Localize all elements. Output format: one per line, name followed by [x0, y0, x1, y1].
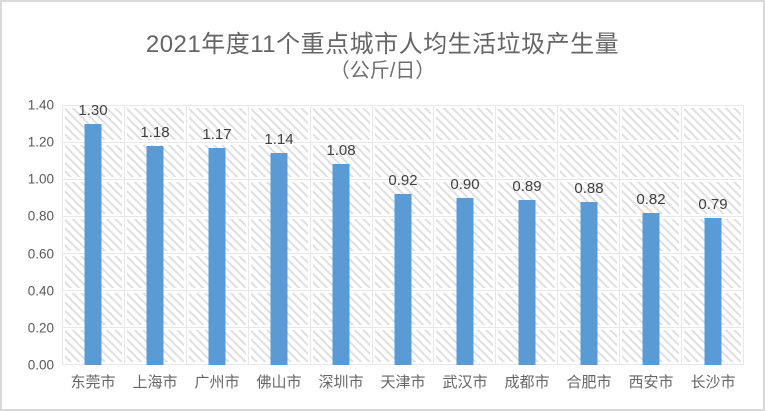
gridline-cell — [434, 143, 497, 180]
x-tick-label-广州市: 广州市 — [194, 374, 240, 391]
x-tick-label-长沙市: 长沙市 — [690, 374, 736, 391]
x-tick-label-东莞市: 东莞市 — [70, 374, 116, 391]
x-tick-label-佛山市: 佛山市 — [256, 374, 302, 391]
y-tick-label: 1.00 — [27, 171, 54, 187]
data-label-广州市: 1.17 — [202, 125, 232, 143]
x-tick-label-武汉市: 武汉市 — [442, 374, 488, 391]
bar-东莞市 — [84, 123, 102, 365]
bar-广州市 — [208, 147, 226, 365]
x-tick-label-深圳市: 深圳市 — [318, 374, 364, 391]
gridline-cell — [558, 143, 621, 180]
x-tick-label-天津市: 天津市 — [380, 374, 426, 391]
data-label-东莞市: 1.30 — [78, 101, 108, 119]
y-tick-label: 0.80 — [27, 208, 54, 224]
gridline-cell — [620, 143, 683, 180]
bar-武汉市 — [456, 197, 474, 365]
data-label-上海市: 1.18 — [140, 123, 170, 141]
data-label-武汉市: 0.90 — [450, 175, 480, 193]
bar-长沙市 — [704, 218, 722, 365]
data-label-佛山市: 1.14 — [264, 131, 294, 149]
gridline-cell — [186, 106, 249, 143]
x-axis: 东莞市 上海市 广州市 佛山市 深圳市 天津市 武汉市 成都市 合肥市 西安市 长沙市 — [62, 371, 744, 393]
bar-西安市 — [642, 212, 660, 365]
bar-天津市 — [394, 194, 412, 365]
data-label-成都市: 0.89 — [512, 177, 542, 195]
gridline-cell — [434, 106, 497, 143]
y-axis: 1.40 1.20 1.00 0.80 0.60 0.40 0.20 0.00 — [2, 98, 54, 373]
data-label-合肥市: 0.88 — [574, 179, 604, 197]
data-label-深圳市: 1.08 — [326, 142, 356, 160]
gridline-cell — [496, 106, 559, 143]
data-label-长沙市: 0.79 — [698, 196, 728, 214]
gridline-cell — [682, 180, 744, 217]
bar-上海市 — [146, 145, 164, 365]
gridline-cell — [310, 106, 373, 143]
gridline-cell — [372, 106, 435, 143]
gridline-cell — [124, 106, 187, 143]
bar-成都市 — [518, 199, 536, 365]
plot-area: 1.30 1.18 1.17 1.14 1.08 0.92 0.90 0.89 0.88 0.82… — [62, 101, 744, 365]
chart-title: 2021年度11个重点城市人均生活垃圾产生量 — [145, 31, 620, 58]
gridline-cell — [248, 106, 311, 143]
data-label-西安市: 0.82 — [636, 190, 666, 208]
gridline-cell — [620, 106, 683, 143]
bar-佛山市 — [270, 153, 288, 365]
x-tick-label-上海市: 上海市 — [132, 374, 178, 391]
y-tick-label: 0.20 — [27, 320, 54, 336]
y-tick-label: 0.00 — [27, 357, 54, 373]
y-tick-label: 0.60 — [27, 246, 54, 262]
y-tick-label: 1.40 — [27, 97, 54, 113]
x-tick-label-合肥市: 合肥市 — [566, 374, 612, 391]
y-tick-label: 1.20 — [27, 134, 54, 150]
gridline-cell — [620, 180, 683, 217]
bar-合肥市 — [580, 201, 598, 365]
x-tick-label-西安市: 西安市 — [628, 374, 674, 391]
bar-深圳市 — [332, 164, 350, 365]
gridline-cell — [496, 143, 559, 180]
gridline-cell — [682, 143, 744, 180]
gridline-cell — [558, 106, 621, 143]
gridline-cell — [682, 106, 744, 143]
chart-subtitle: （公斤/日） — [329, 60, 436, 82]
x-tick-label-成都市: 成都市 — [504, 374, 550, 391]
y-tick-label: 0.40 — [27, 283, 54, 299]
data-label-天津市: 0.92 — [388, 172, 418, 190]
gridline-cell — [372, 143, 435, 180]
